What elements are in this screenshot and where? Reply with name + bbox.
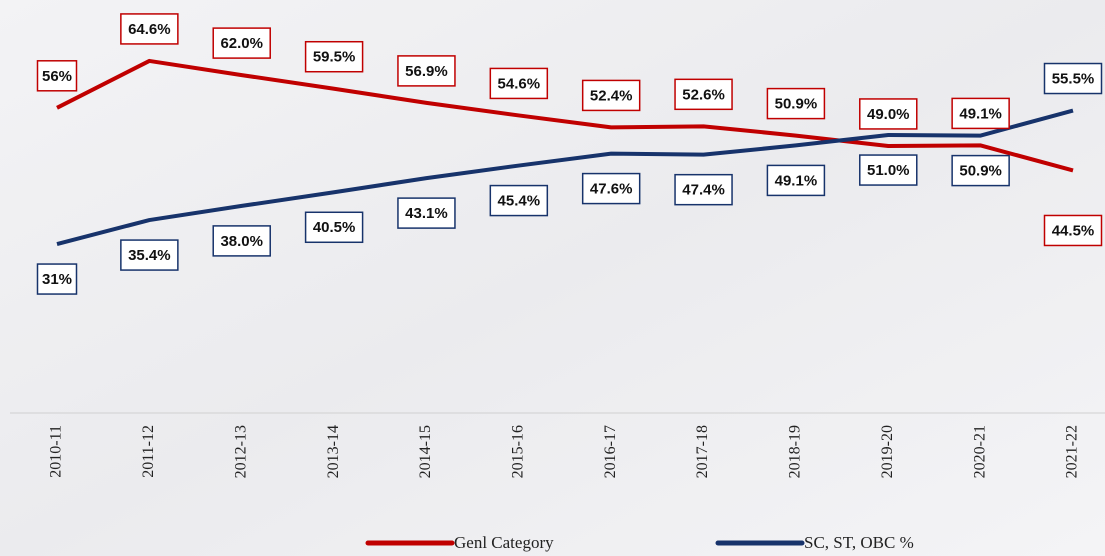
data-label-box <box>766 164 826 197</box>
data-label: 47.6% <box>590 181 633 198</box>
legend-label: Genl Category <box>454 533 554 552</box>
data-label-box <box>212 225 271 257</box>
x-tick-label: 2014-15 <box>417 425 434 478</box>
data-label-box <box>212 27 271 59</box>
x-tick-label: 2010-11 <box>48 425 65 478</box>
legend-label: SC, ST, OBC % <box>804 533 914 552</box>
x-tick-label: 2011-12 <box>140 425 157 478</box>
data-label-box <box>397 55 456 87</box>
data-label: 55.5% <box>1052 70 1095 87</box>
data-label: 54.6% <box>498 75 541 92</box>
data-label: 45.4% <box>498 193 541 210</box>
data-label: 43.1% <box>405 205 448 222</box>
series-line <box>56 108 1074 246</box>
data-label-box <box>766 87 826 120</box>
x-tick-label: 2021-22 <box>1064 425 1081 478</box>
data-label: 49.1% <box>959 105 1002 122</box>
data-label: 47.4% <box>682 182 725 199</box>
data-label: 56% <box>42 68 72 85</box>
data-label: 59.5% <box>313 49 356 66</box>
data-label-box <box>951 154 1010 187</box>
x-tick-label: 2018-19 <box>787 425 804 478</box>
data-label-box <box>304 211 364 244</box>
data-label: 35.4% <box>128 247 171 264</box>
data-label-box <box>859 98 918 130</box>
data-label-box <box>120 239 179 271</box>
x-tick-label: 2019-20 <box>879 425 896 478</box>
data-label-box <box>674 173 733 206</box>
data-label-box <box>304 40 364 73</box>
x-tick-label: 2020-21 <box>971 425 988 478</box>
data-label-box <box>951 97 1010 130</box>
data-label-box <box>397 197 456 229</box>
data-label-box <box>36 263 78 295</box>
data-label: 44.5% <box>1052 222 1095 239</box>
data-label-box <box>581 79 641 112</box>
series-line <box>56 58 1074 173</box>
data-label: 52.4% <box>590 87 633 104</box>
data-label-box <box>489 67 549 100</box>
data-label-box <box>1043 214 1103 247</box>
x-tick-label: 2017-18 <box>694 425 711 478</box>
x-tick-label: 2015-16 <box>509 425 526 478</box>
x-tick-label: 2016-17 <box>602 425 619 478</box>
data-label: 49.1% <box>775 172 818 189</box>
data-label: 51.0% <box>867 162 910 179</box>
data-label: 40.5% <box>313 219 356 236</box>
data-label: 56.9% <box>405 63 448 80</box>
data-label: 62.0% <box>220 35 263 52</box>
data-label-box <box>674 78 733 111</box>
data-label-box <box>581 172 641 205</box>
data-label-box <box>36 60 78 92</box>
data-label: 50.9% <box>959 163 1002 180</box>
data-label: 64.6% <box>128 21 171 38</box>
data-label: 52.6% <box>682 86 725 103</box>
data-label: 31% <box>42 271 72 288</box>
data-label: 49.0% <box>867 106 910 123</box>
data-label-box <box>489 184 549 217</box>
data-label: 50.9% <box>775 96 818 113</box>
data-label-box <box>859 154 918 186</box>
data-label-box <box>120 13 179 45</box>
data-label: 38.0% <box>220 233 263 250</box>
x-tick-label: 2013-14 <box>325 425 342 478</box>
x-tick-label: 2012-13 <box>232 425 249 478</box>
data-label-box <box>1043 62 1103 95</box>
